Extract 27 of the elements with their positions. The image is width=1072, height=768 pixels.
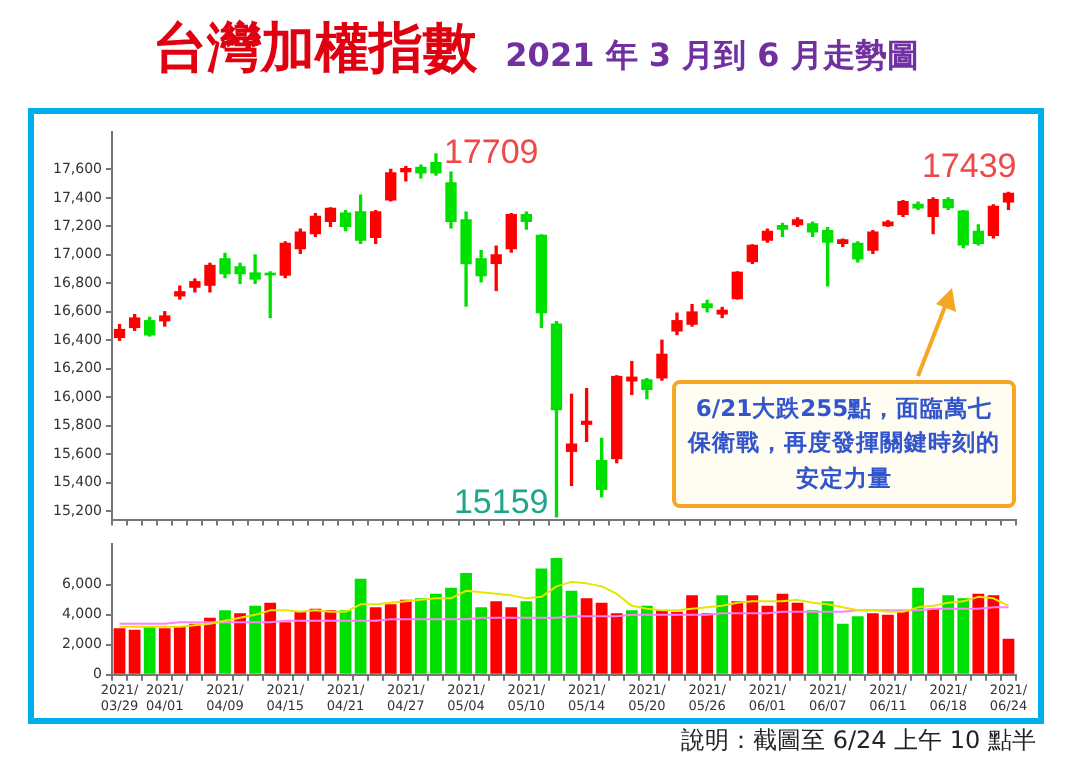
bar [535,568,548,674]
bar [354,578,367,674]
bar [219,610,231,674]
annotation: 17439 [921,146,1017,185]
bar [972,593,985,674]
bar [249,605,262,674]
bar [927,608,940,674]
annotation: 17709 [443,133,539,172]
bar [520,601,533,674]
bar [234,613,246,674]
bar [806,610,819,674]
annotation: 6/21大跌255點，面臨萬七保衛戰，再度發揮關鍵時刻的安定力量 [686,392,1002,495]
bar [912,587,924,674]
bar [113,628,126,674]
bar [580,598,593,674]
annotation: 15159 [453,483,549,522]
bar [565,590,578,674]
text: 說明：截圖至 6/24 上午 10 點半 [681,726,1036,754]
bar [716,595,729,674]
bar [791,602,804,674]
bar [1002,638,1015,674]
chart-title: 台灣加權指數 [153,18,478,80]
chart-subtitle: 2021 年 3 月到 6 月走勢圖 [505,36,919,74]
bar [143,626,156,674]
bar [761,605,774,674]
bar [550,557,563,674]
bar [128,629,141,674]
